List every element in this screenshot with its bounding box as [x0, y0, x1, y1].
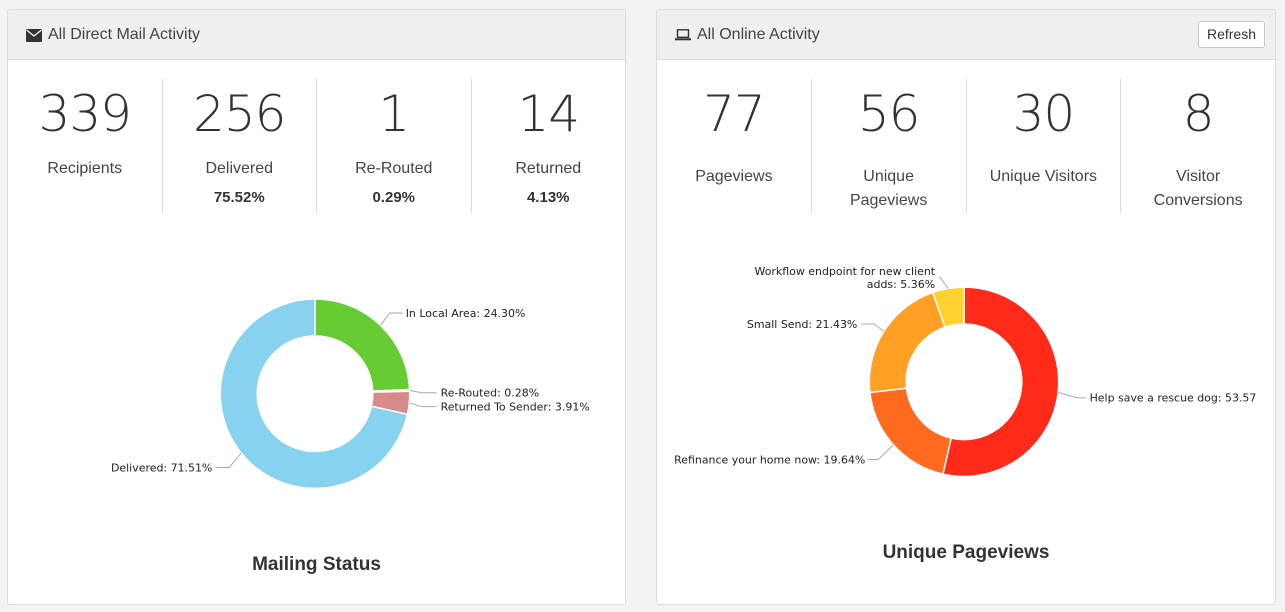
panel-header: All Direct Mail Activity [8, 10, 625, 60]
stat-percent: 4.13% [526, 189, 570, 206]
stat-pageviews: 77 Pageviews [657, 79, 811, 213]
slice-label: Returned To Sender: 3.91% [441, 401, 590, 414]
stat-label-line2: Pageviews [849, 192, 928, 209]
direct-mail-panel: All Direct Mail Activity 339 Recipients … [7, 9, 626, 605]
slice-help-save-a-rescue-dog [942, 286, 1060, 478]
slice-small-send [868, 291, 946, 394]
stat-label: Delivered [205, 160, 274, 177]
chart-title: Mailing Status [252, 554, 381, 575]
stat-value: 339 [38, 85, 132, 143]
online-stats: 77 Pageviews 56 Unique Pageviews 30 Uniq… [657, 79, 1275, 213]
slice-leader-line [380, 312, 403, 326]
envelope-icon [26, 28, 42, 42]
slice-label: adds: 5.36% [867, 278, 935, 291]
chart-title: Unique Pageviews [882, 542, 1050, 563]
mail-stats: 339 Recipients 256 Delivered 75.52% 1 Re… [8, 79, 625, 213]
stat-value: 8 [1182, 85, 1215, 143]
stat-label: Returned [515, 160, 582, 177]
slice-returned-to-sender [370, 390, 411, 416]
stat-label-line1: Unique Visitors [989, 168, 1098, 185]
stat-unique-pageviews: 56 Unique Pageviews [810, 79, 966, 213]
stat-value: 14 [517, 85, 580, 143]
panel-title: All Online Activity [675, 10, 820, 60]
online-activity-panel: All Online Activity Refresh 77 Pageviews… [656, 9, 1276, 605]
slice-leader-line [1057, 391, 1086, 399]
slice-leader-line [215, 452, 242, 468]
stat-value: 56 [857, 85, 921, 143]
stat-value: 30 [1012, 85, 1076, 143]
stat-label: Re-Routed [355, 160, 433, 177]
slice-label: Re-Routed: 0.28% [441, 387, 540, 400]
stat-label: Unique Visitors [967, 165, 1121, 189]
stat-visitor-conversions: 8 Visitor Conversions [1120, 79, 1275, 213]
stat-label-line1: Pageviews [695, 168, 773, 185]
slice-label: In Local Area: 24.30% [406, 307, 526, 320]
slice-in-local-area [314, 298, 411, 392]
slice-workflow-endpoint-for-new-client-adds [931, 286, 965, 329]
stat-value: 256 [193, 85, 286, 143]
slice-leader-line [868, 444, 894, 460]
slice-re-routed [371, 388, 411, 393]
stat-label: Recipients [47, 160, 123, 177]
slice-leader-line [939, 276, 949, 289]
slice-label: Refinance your home now: 19.64% [674, 453, 865, 466]
slice-leader-line [409, 402, 437, 408]
stat-rerouted: 1 Re-Routed 0.29% [316, 79, 471, 213]
slice-delivered [219, 298, 409, 490]
stat-label-line2: Conversions [1153, 192, 1243, 209]
panel-header: All Online Activity Refresh [657, 10, 1275, 60]
slice-leader-line [861, 323, 885, 332]
panel-title: All Direct Mail Activity [26, 10, 200, 60]
laptop-icon [675, 28, 691, 42]
stat-label: Unique Pageviews [812, 165, 966, 213]
stat-returned: 14 Returned 4.13% [470, 79, 626, 213]
stat-recipients: 339 Recipients [8, 79, 162, 213]
slice-refinance-your-home-now [869, 387, 953, 475]
stat-delivered: 256 Delivered 75.52% [161, 79, 317, 213]
stat-value: 1 [378, 85, 410, 143]
stat-label-line1: Visitor [1176, 168, 1221, 185]
slice-label: Workflow endpoint for new client [755, 265, 936, 278]
slice-label: Help save a rescue dog: 53.57 [1090, 392, 1257, 405]
slice-leader-line [409, 389, 437, 394]
stat-percent: 0.29% [372, 189, 416, 206]
refresh-button[interactable]: Refresh [1197, 21, 1265, 48]
stat-percent: 75.52% [213, 189, 265, 206]
stat-label: Pageviews [657, 165, 811, 189]
stat-label: Visitor Conversions [1121, 165, 1275, 213]
slice-label: Small Send: 21.43% [747, 318, 857, 331]
stat-unique-visitors: 30 Unique Visitors [965, 79, 1121, 213]
slice-label: Delivered: 71.51% [111, 461, 212, 474]
stat-value: 77 [703, 85, 766, 143]
stat-label-line1: Unique [863, 168, 914, 185]
